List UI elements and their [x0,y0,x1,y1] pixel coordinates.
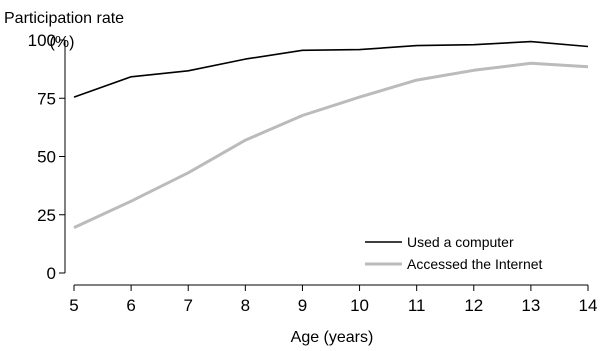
legend: Used a computer Accessed the Internet [365,234,543,272]
x-tick-label: 12 [464,296,483,315]
axes: 0 25 50 75 100 5 6 7 8 9 10 11 12 13 14 [28,31,598,315]
x-tick-label: 9 [298,296,307,315]
y-tick-label: 25 [37,206,56,225]
y-tick-label: 50 [37,148,56,167]
x-tick-label: 14 [579,296,598,315]
series-line-used-a-computer [73,40,589,98]
x-axis-title: Age (years) [291,329,374,346]
y-axis-unit: (%) [50,34,75,51]
y-tick-label: 100 [28,31,56,50]
x-tick-label: 7 [183,296,192,315]
legend-label: Accessed the Internet [407,256,543,272]
y-tick-label: 75 [37,89,56,108]
y-axis-title: Participation rate [4,10,124,27]
x-tick-label: 13 [521,296,540,315]
x-tick-label: 6 [126,296,135,315]
series-line-accessed-the-internet [73,61,589,229]
x-tick-label: 8 [241,296,250,315]
x-tick-label: 5 [69,296,78,315]
legend-label: Used a computer [407,234,514,250]
x-tick-label: 10 [350,296,369,315]
series-layer [73,40,589,229]
y-tick-label: 0 [47,264,56,283]
x-tick-label: 11 [408,296,426,315]
